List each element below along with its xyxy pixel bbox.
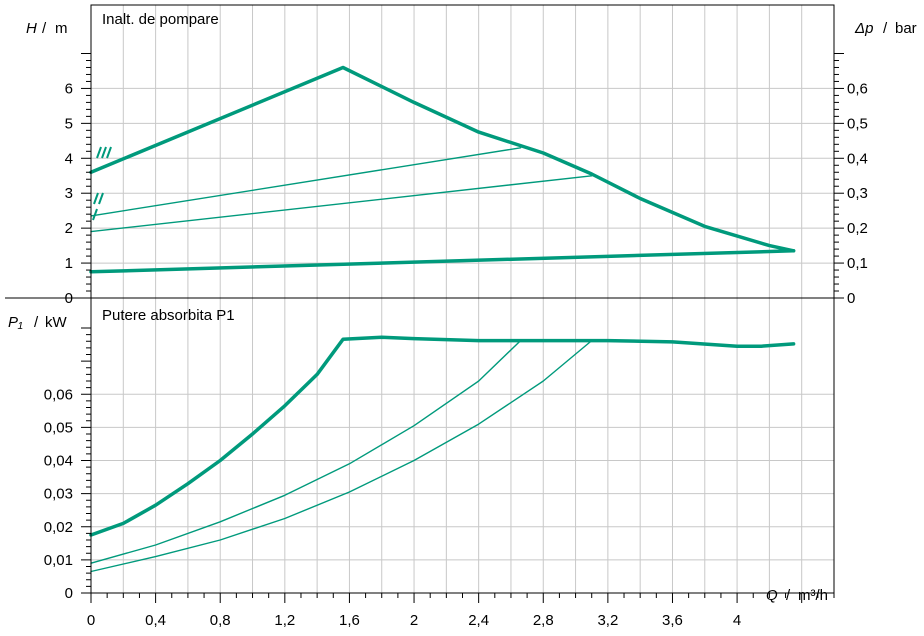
power-axis-unit: kW [45, 314, 68, 331]
flow-tick-label: 2,4 [468, 612, 489, 629]
head-axis-unit: m [55, 20, 68, 37]
flow-tick-label: 0,4 [145, 612, 166, 629]
power-axis-label: P₁ [8, 314, 23, 331]
axis-layer: 0 1 2 3 4 5 6 0 0,1 0,2 0,3 0,4 0,5 0,6 0 0,01 0,02 0,03 0… [5, 4, 868, 629]
curve-speed-II [90, 339, 522, 564]
bottom-panel-title: Putere absorbita P1 [102, 307, 235, 324]
power-axis-separator: / [34, 314, 39, 331]
curve-speed-III [89, 335, 796, 537]
head-tick-label: 5 [65, 115, 73, 132]
curve-speed-III [89, 65, 796, 253]
speed-label-II [93, 192, 104, 205]
speed-III-stroke [101, 146, 107, 159]
pressure-axis-unit: bar [895, 20, 917, 37]
pressure-tick-label: 0,6 [847, 80, 868, 97]
power-tick-label: 0,01 [44, 552, 73, 569]
pressure-axis-label: Δp [854, 20, 873, 37]
power-tick-label: 0,05 [44, 419, 73, 436]
pressure-tick-label: 0,2 [847, 220, 868, 237]
flow-axis-label: Q [766, 587, 778, 604]
power-tick-label: 0 [65, 585, 73, 602]
head-axis-separator: / [42, 20, 47, 37]
curve-speed-min [89, 249, 796, 274]
pressure-tick-label: 0,5 [847, 115, 868, 132]
flow-tick-label: 0,8 [210, 612, 231, 629]
speed-III-stroke [106, 146, 112, 159]
power-tick-label: 0,04 [44, 453, 73, 470]
curve-speed-I [90, 339, 593, 573]
pressure-tick-label: 0,1 [847, 255, 868, 272]
flow-tick-label: 1,2 [274, 612, 295, 629]
flow-tick-label: 4 [733, 612, 741, 629]
head-tick-label: 3 [65, 185, 73, 202]
grid-layer [91, 5, 835, 593]
pressure-tick-label: 0,3 [847, 185, 868, 202]
head-axis-label: H [26, 20, 37, 37]
speed-label-III [96, 146, 112, 159]
head-tick-label: 2 [65, 220, 73, 237]
flow-tick-label: 2 [410, 612, 418, 629]
flow-axis-unit: m³/h [798, 587, 828, 604]
flow-tick-label: 3,2 [597, 612, 618, 629]
speed-III-stroke [96, 146, 102, 159]
curve-layer [89, 65, 796, 573]
pressure-tick-label: 0 [847, 290, 855, 307]
speed-I-stroke [92, 208, 98, 221]
pressure-tick-label: 0,4 [847, 150, 868, 167]
power-tick-label: 0,02 [44, 519, 73, 536]
head-tick-label: 4 [65, 150, 73, 167]
power-tick-label: 0,03 [44, 486, 73, 503]
flow-tick-label: 3,6 [662, 612, 683, 629]
speed-II-stroke [98, 192, 104, 205]
power-tick-label: 0,06 [44, 386, 73, 403]
flow-tick-label: 0 [87, 612, 95, 629]
flow-tick-label: 2,8 [533, 612, 554, 629]
curve-speed-II [90, 147, 522, 217]
top-panel-title: Inalt. de pompare [102, 11, 219, 28]
curve-speed-I [90, 175, 593, 233]
flow-axis-separator: / [786, 587, 791, 604]
head-tick-label: 6 [65, 80, 73, 97]
flow-tick-label: 1,6 [339, 612, 360, 629]
head-tick-label: 0 [65, 290, 73, 307]
pressure-axis-separator: / [883, 20, 888, 37]
speed-label-I [92, 208, 98, 221]
speed-II-stroke [93, 192, 99, 205]
head-tick-label: 1 [65, 255, 73, 272]
